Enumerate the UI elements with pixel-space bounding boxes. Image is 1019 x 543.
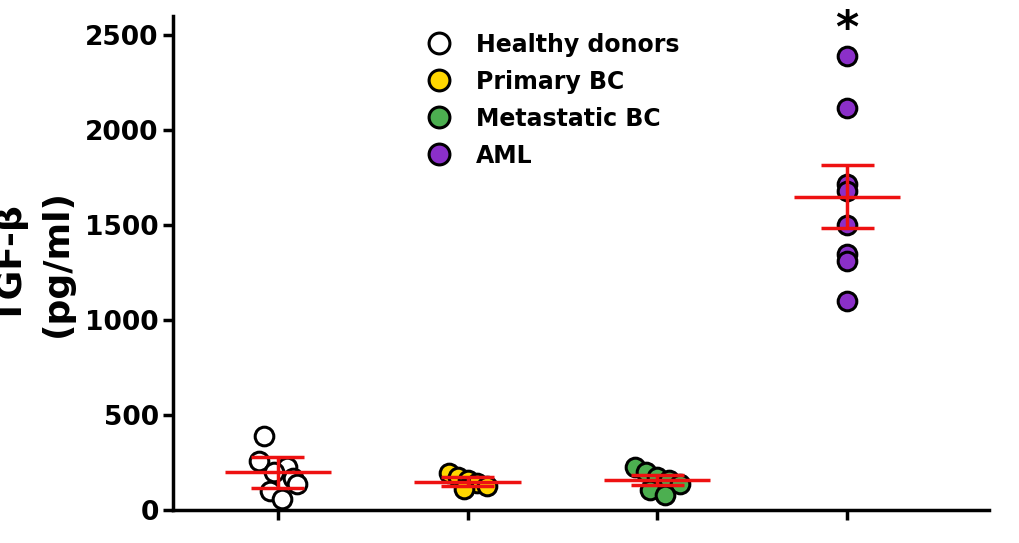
Point (838, 103, 854, 112)
Point (273, 495, 289, 503)
Point (478, 481, 494, 490)
Point (656, 491, 673, 500)
Point (648, 473, 664, 482)
Point (469, 478, 485, 487)
Point (838, 221, 854, 230)
Point (626, 462, 642, 471)
Point (838, 249, 854, 258)
Point (838, 52, 854, 60)
Point (251, 457, 267, 465)
Point (440, 469, 457, 478)
Point (838, 179, 854, 188)
Point (449, 473, 466, 482)
Point (455, 484, 472, 493)
Point (459, 476, 475, 484)
Point (262, 487, 278, 496)
Legend: Healthy donors, Primary BC, Metastatic BC, AML: Healthy donors, Primary BC, Metastatic B… (406, 23, 689, 177)
Y-axis label: TGF-β
(pg/ml): TGF-β (pg/ml) (0, 190, 74, 337)
Point (641, 485, 657, 494)
Point (637, 468, 653, 477)
Point (279, 462, 296, 471)
Point (266, 468, 282, 477)
Point (838, 297, 854, 306)
Point (838, 257, 854, 266)
Point (838, 187, 854, 195)
Point (284, 473, 301, 482)
Point (288, 479, 305, 488)
Point (660, 476, 677, 484)
Point (672, 479, 688, 488)
Text: *: * (835, 8, 858, 51)
Point (256, 432, 272, 440)
